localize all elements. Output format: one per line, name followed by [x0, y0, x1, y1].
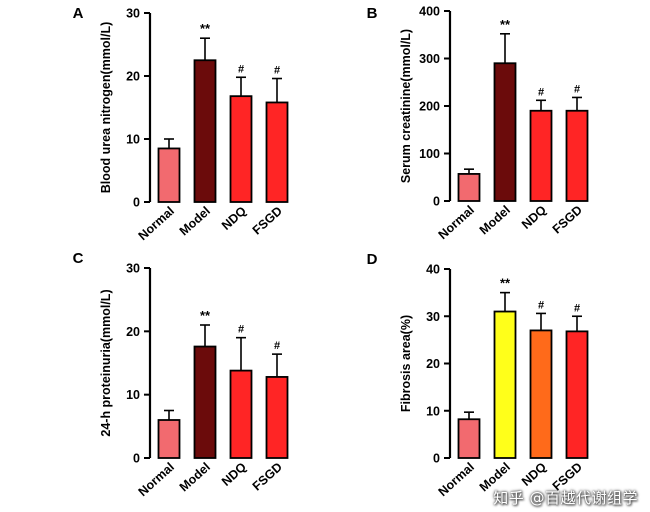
significance-marker: # — [274, 340, 280, 352]
panel-label: D — [367, 251, 378, 268]
significance-marker: ** — [500, 276, 511, 291]
y-tick-label: 30 — [126, 7, 140, 21]
x-tick-label: Model — [177, 204, 213, 239]
y-tick-label: 30 — [426, 310, 440, 324]
y-axis-title: Blood urea nitrogen(mmol/L) — [99, 22, 113, 194]
panel-label: A — [73, 5, 84, 22]
x-tick-label: NDQ — [219, 460, 249, 489]
bar-ndq — [229, 95, 253, 203]
y-tick-label: 20 — [126, 325, 140, 339]
x-tick-label: FSGD — [250, 460, 285, 494]
significance-marker: ** — [200, 21, 211, 36]
y-tick-label: 0 — [133, 196, 140, 210]
y-tick-label: 20 — [426, 357, 440, 371]
bar-fsgd — [565, 330, 589, 459]
y-tick-label: 300 — [419, 52, 440, 66]
x-tick-label: NDQ — [519, 203, 549, 232]
x-tick-label: FSGD — [250, 204, 285, 238]
panel-label: C — [73, 250, 84, 267]
bar-fsgd — [265, 376, 289, 459]
y-axis-title: Serum creatinine(mmol/L) — [399, 29, 413, 183]
y-tick-label: 10 — [126, 388, 140, 402]
y-tick-label: 100 — [419, 147, 440, 161]
x-tick-label: Model — [477, 203, 513, 238]
y-tick-label: 0 — [433, 195, 440, 209]
x-tick-label: Normal — [136, 460, 177, 499]
bar-normal — [157, 419, 181, 459]
bar-fsgd — [265, 101, 289, 203]
significance-marker: ** — [500, 17, 511, 32]
y-axis-title: 24-h proteinuria(mmol/L) — [99, 289, 113, 436]
y-tick-label: 10 — [126, 133, 140, 147]
y-tick-label: 0 — [433, 452, 440, 466]
significance-marker: # — [274, 65, 280, 77]
y-tick-label: 30 — [126, 262, 140, 276]
significance-marker: # — [238, 324, 244, 336]
bar-model — [193, 59, 217, 203]
y-tick-label: 200 — [419, 100, 440, 114]
bar-ndq — [229, 369, 253, 459]
bar-model — [193, 345, 217, 459]
x-tick-label: FSGD — [550, 203, 585, 237]
significance-marker: # — [238, 63, 244, 75]
significance-marker: ** — [200, 308, 211, 323]
bar-normal — [457, 418, 481, 459]
x-tick-label: Normal — [436, 203, 477, 242]
bar-ndq — [529, 329, 553, 459]
bar-model — [493, 310, 517, 459]
significance-marker: # — [574, 302, 580, 314]
significance-marker: # — [538, 299, 544, 311]
bar-normal — [157, 147, 181, 203]
y-tick-label: 0 — [133, 452, 140, 466]
x-tick-label: NDQ — [219, 204, 249, 233]
y-tick-label: 20 — [126, 70, 140, 84]
y-tick-label: 10 — [426, 404, 440, 418]
bar-normal — [457, 173, 481, 202]
x-tick-label: Model — [177, 460, 213, 495]
bar-ndq — [529, 109, 553, 202]
panel-c: C 0 10 20 30 24-h proteinuria(mmol/L) Normal **… — [73, 250, 289, 499]
panel-b: B 0 100 200 300 400 Serum creatinine(mmol/L) No… — [367, 5, 589, 242]
significance-marker: # — [574, 83, 580, 95]
panel-a: A 0 10 20 30 Blood urea nitrogen(mmol/L) Norma… — [73, 5, 289, 243]
x-tick-label: Normal — [436, 460, 477, 499]
x-tick-label: Normal — [136, 204, 177, 243]
y-axis-title: Fibrosis area(%) — [399, 315, 413, 412]
panel-label: B — [367, 5, 378, 22]
significance-marker: # — [538, 86, 544, 98]
y-tick-label: 400 — [419, 5, 440, 19]
y-tick-label: 40 — [426, 263, 440, 277]
bar-model — [493, 62, 517, 202]
x-tick-label: NDQ — [519, 460, 549, 489]
watermark-text: 知乎 @百越代谢组学 — [493, 489, 638, 507]
bar-fsgd — [565, 109, 589, 202]
